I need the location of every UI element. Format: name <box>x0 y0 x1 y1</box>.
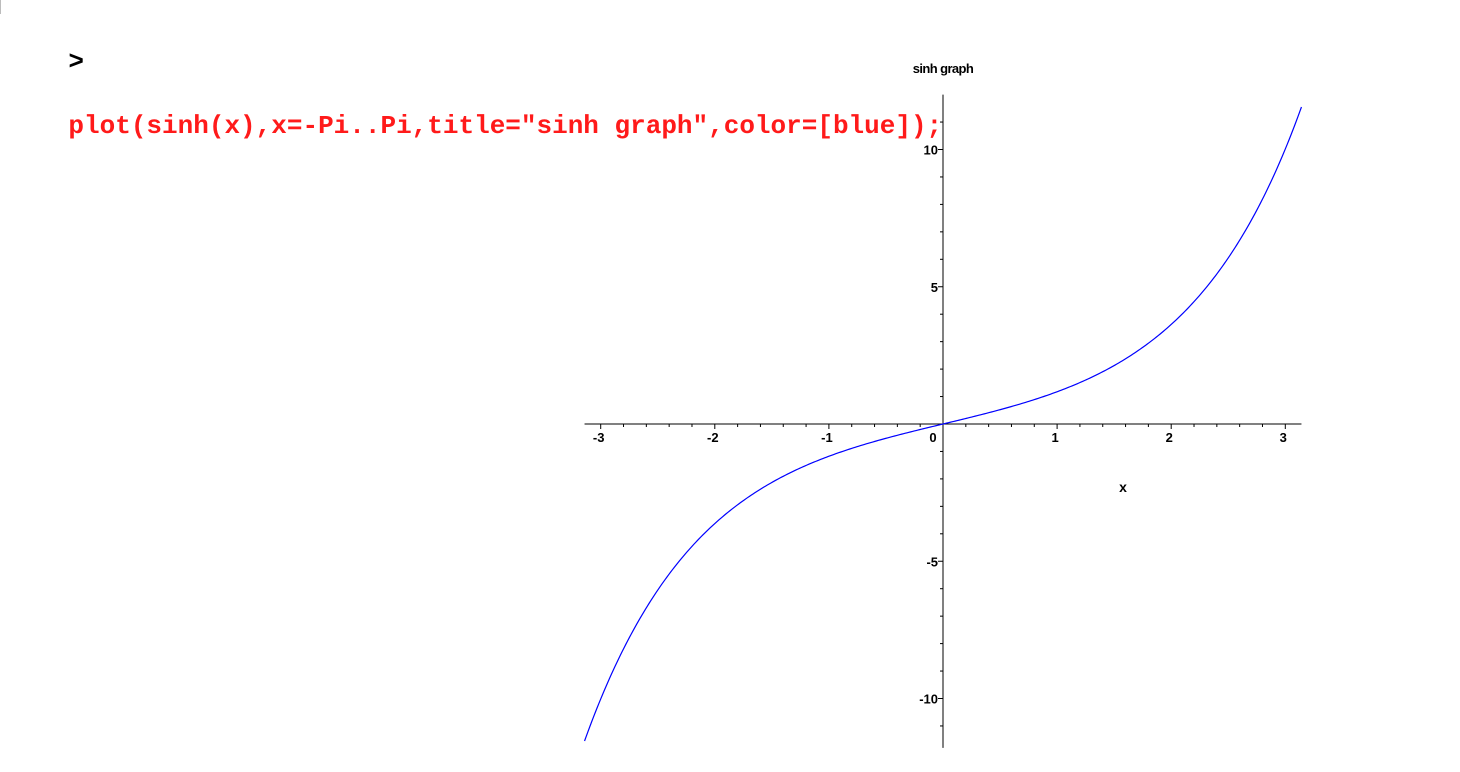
x-tick-label: 1 <box>1051 430 1058 445</box>
x-tick-label: -1 <box>821 430 833 445</box>
execution-group-bracket <box>0 0 1 14</box>
command-text[interactable]: plot(sinh(x),x=-Pi..Pi,title="sinh graph… <box>68 111 943 141</box>
y-tick-label: -10 <box>919 692 938 707</box>
y-tick-label: -5 <box>926 554 938 569</box>
y-tick-label: 10 <box>924 143 938 158</box>
series-line-sinh <box>583 106 1303 742</box>
x-tick-label: 3 <box>1280 430 1287 445</box>
y-tick-label: 5 <box>931 280 938 295</box>
input-prompt: > <box>68 47 85 77</box>
x-tick-label: -2 <box>707 430 719 445</box>
tick-marks <box>600 121 1286 727</box>
x-axis-label: x <box>1119 479 1127 495</box>
axes <box>584 94 1302 748</box>
x-tick-label: 2 <box>1166 430 1173 445</box>
chart-title: sinh graph <box>913 61 974 76</box>
x-tick-label: -3 <box>593 430 605 445</box>
command-input-line[interactable]: > plot(sinh(x),x=-Pi..Pi,title="sinh gra… <box>6 14 942 174</box>
x-tick-label: 0 <box>929 430 936 445</box>
